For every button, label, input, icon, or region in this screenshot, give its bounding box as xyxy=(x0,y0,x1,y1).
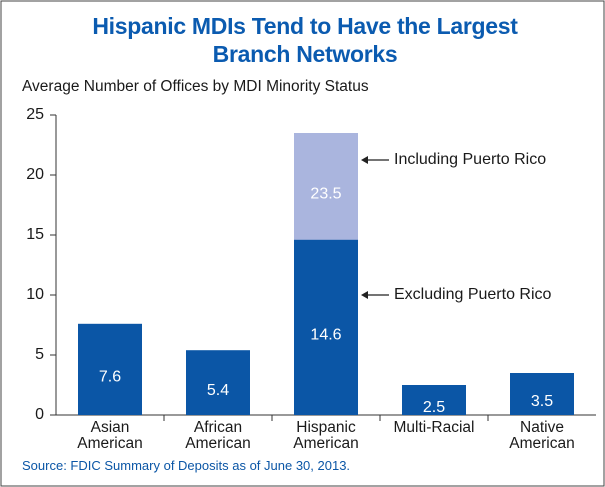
legend-label: Excluding Puerto Rico xyxy=(394,286,552,303)
legend-label: Including Puerto Rico xyxy=(394,151,546,168)
source: Source: FDIC Summary of Deposits as of J… xyxy=(22,458,351,473)
bar xyxy=(510,373,574,415)
value-label: 5.4 xyxy=(207,382,229,399)
y-tick-label: 20 xyxy=(26,166,44,183)
x-tick-label: Native American xyxy=(509,419,575,452)
y-tick-label: 25 xyxy=(26,106,44,123)
arrow-head xyxy=(361,291,368,299)
bar xyxy=(186,350,250,415)
y-tick-label: 5 xyxy=(35,346,44,363)
value-label: 7.6 xyxy=(99,369,121,386)
x-tick-label: Multi-Racial xyxy=(393,419,475,436)
y-tick-label: 15 xyxy=(26,226,44,243)
value-label: 3.5 xyxy=(531,393,553,410)
x-tick-label: African American xyxy=(185,419,251,452)
subtitle: Average Number of Offices by MDI Minorit… xyxy=(22,78,369,95)
value-label: 2.5 xyxy=(423,399,445,416)
arrow-head xyxy=(361,156,368,164)
bar xyxy=(78,323,142,415)
value-label: 23.5 xyxy=(310,186,341,203)
y-tick-label: 0 xyxy=(35,406,44,423)
x-tick-label: Asian American xyxy=(77,419,143,452)
x-tick-label: Hispanic American xyxy=(293,419,359,452)
y-tick-label: 10 xyxy=(26,286,44,303)
value-label: 14.6 xyxy=(310,327,341,344)
bar xyxy=(402,385,466,415)
bar xyxy=(294,239,358,415)
chart-title: Hispanic MDIs Tend to Have the Largest B… xyxy=(92,13,518,67)
